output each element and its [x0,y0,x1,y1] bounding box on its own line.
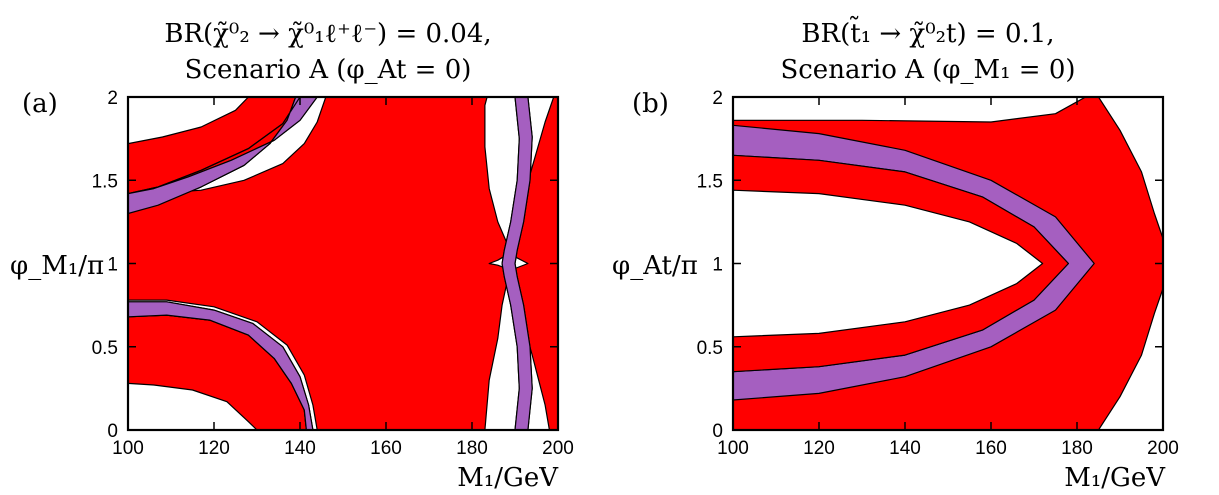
panel-b-plot-area [733,97,1163,430]
panel-a-band-3 [128,301,314,430]
y-tick-label: 1 [107,255,118,276]
y-tick-label: 1.5 [92,171,118,192]
panel-a-ticks: 100 120 140 160 180 200 0 0.5 1 1.5 2 [92,88,574,459]
x-tick-label: 100 [112,438,144,459]
panel-b-title-line2: Scenario A (φ_M₁ = 0) [780,55,1075,85]
panel-a-title-line2: Scenario A (φ_At = 0) [185,55,472,85]
panel-b-xlabel: M₁/GeV [1064,463,1166,493]
panel-b-label: (b) [632,89,669,119]
x-tick-label: 160 [975,438,1007,459]
x-tick-label: 200 [1147,438,1179,459]
panel-b-title-line1: BR(t̃₁ → χ̃⁰₂t) = 0.1, [801,15,1054,49]
y-tick-label: 1.5 [697,171,723,192]
x-tick-label: 100 [717,438,749,459]
panel-b-white-top [733,97,1087,123]
y-tick-label: 2 [107,88,118,109]
panel-a-label: (a) [22,89,58,119]
x-tick-label: 200 [542,438,574,459]
x-tick-label: 140 [284,438,316,459]
panel-a-region-red-4 [128,97,558,430]
panel-a-title-line1: BR(χ̃⁰₂ → χ̃⁰₁ℓ⁺ℓ⁻) = 0.04, [164,19,491,49]
x-tick-label: 120 [803,438,835,459]
x-tick-label: 120 [198,438,230,459]
y-tick-label: 0.5 [697,338,723,359]
panel-b-ylabel: φ_At/π [612,251,698,281]
panel-a: BR(χ̃⁰₂ → χ̃⁰₁ℓ⁺ℓ⁻) = 0.04, Scenario A (… [10,19,574,493]
x-tick-label: 160 [370,438,402,459]
x-tick-label: 180 [456,438,488,459]
panel-b-ticks: 100 120 140 160 180 200 0 0.5 1 1.5 2 [697,88,1179,459]
panel-a-ylabel: φ_M₁/π [10,251,104,281]
y-tick-label: 1 [712,255,723,276]
panel-a-band-2 [128,97,318,215]
x-tick-label: 140 [889,438,921,459]
y-tick-label: 2 [712,88,723,109]
y-tick-label: 0 [712,421,723,442]
panel-a-band-5 [501,97,533,430]
panel-b: BR(t̃₁ → χ̃⁰₂t) = 0.1, Scenario A (φ_M₁ … [612,15,1179,493]
x-tick-label: 180 [1061,438,1093,459]
y-tick-label: 0 [107,421,118,442]
panel-b-white-inner [733,189,1044,338]
panel-a-xlabel: M₁/GeV [457,463,559,493]
panel-a-plot-area [128,97,558,430]
y-tick-label: 0.5 [92,338,118,359]
